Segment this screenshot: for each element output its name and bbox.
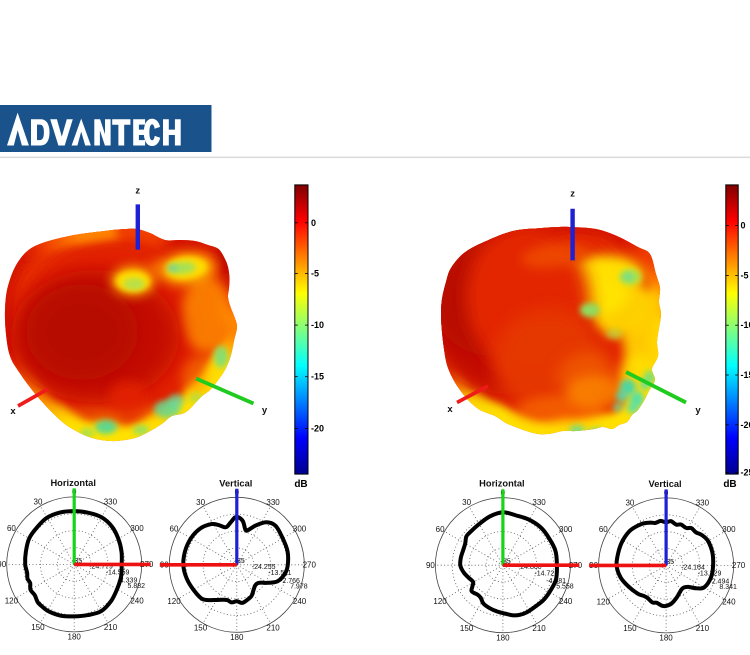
svg-text:210: 210 [104, 623, 118, 632]
svg-text:120: 120 [167, 597, 181, 606]
svg-text:Vertical: Vertical [219, 478, 252, 488]
svg-text:120: 120 [433, 597, 447, 606]
svg-text:-20: -20 [311, 423, 324, 433]
svg-text:Horizontal: Horizontal [479, 479, 524, 489]
svg-text:30: 30 [196, 498, 205, 507]
svg-text:x: x [447, 404, 453, 415]
svg-text:150: 150 [194, 623, 208, 632]
svg-text:330: 330 [532, 498, 546, 507]
svg-text:120: 120 [597, 597, 611, 606]
svg-text:210: 210 [696, 624, 710, 633]
svg-text:60: 60 [599, 525, 608, 534]
svg-text:120: 120 [5, 596, 19, 605]
svg-text:180: 180 [496, 634, 510, 643]
svg-text:180: 180 [230, 633, 244, 642]
svg-text:240: 240 [293, 597, 307, 606]
svg-text:x: x [10, 406, 16, 417]
svg-text:150: 150 [31, 623, 45, 632]
svg-text:Horizontal: Horizontal [50, 478, 95, 488]
svg-text:30: 30 [462, 498, 471, 507]
svg-text:-15: -15 [311, 372, 324, 382]
svg-text:-15: -15 [741, 370, 750, 380]
svg-text:30: 30 [625, 498, 634, 507]
svg-text:60: 60 [436, 525, 445, 534]
svg-text:240: 240 [722, 597, 736, 606]
svg-text:150: 150 [460, 624, 474, 633]
svg-text:-20: -20 [741, 420, 750, 430]
svg-text:z: z [570, 189, 575, 200]
svg-text:0: 0 [311, 218, 316, 228]
svg-text:330: 330 [696, 498, 710, 507]
svg-text:90: 90 [426, 561, 435, 570]
svg-text:240: 240 [130, 596, 144, 605]
svg-text:90: 90 [0, 560, 7, 569]
svg-text:-14.559: -14.559 [106, 570, 130, 577]
svg-text:330: 330 [104, 497, 118, 506]
svg-text:300: 300 [722, 525, 736, 534]
svg-text:-10: -10 [311, 320, 324, 330]
svg-text:dB: dB [723, 479, 736, 490]
svg-text:30: 30 [34, 497, 43, 506]
svg-text:y: y [262, 405, 268, 416]
svg-text:7.978: 7.978 [290, 583, 308, 590]
svg-text:180: 180 [68, 633, 82, 642]
svg-text:270: 270 [303, 561, 317, 570]
svg-text:5.558: 5.558 [556, 584, 574, 591]
svg-text:-5: -5 [311, 268, 319, 278]
svg-text:240: 240 [559, 597, 573, 606]
svg-text:300: 300 [293, 524, 307, 533]
svg-text:60: 60 [7, 524, 16, 533]
svg-text:-10: -10 [741, 320, 750, 330]
svg-text:210: 210 [532, 624, 546, 633]
svg-text:8.341: 8.341 [719, 584, 737, 591]
svg-text:-25: -25 [741, 468, 750, 478]
svg-text:150: 150 [623, 624, 637, 633]
svg-text:z: z [135, 186, 140, 197]
svg-text:dB: dB [294, 479, 307, 490]
svg-text:180: 180 [659, 634, 673, 643]
svg-text:270: 270 [732, 561, 746, 570]
svg-text:5.882: 5.882 [128, 583, 146, 590]
svg-text:Vertical: Vertical [649, 479, 682, 489]
svg-text:300: 300 [130, 524, 144, 533]
svg-text:0: 0 [741, 221, 746, 231]
svg-text:60: 60 [170, 524, 179, 533]
svg-text:y: y [695, 405, 701, 416]
svg-text:-5: -5 [741, 270, 749, 280]
svg-text:300: 300 [559, 525, 573, 534]
svg-text:330: 330 [266, 498, 280, 507]
svg-text:210: 210 [266, 623, 280, 632]
